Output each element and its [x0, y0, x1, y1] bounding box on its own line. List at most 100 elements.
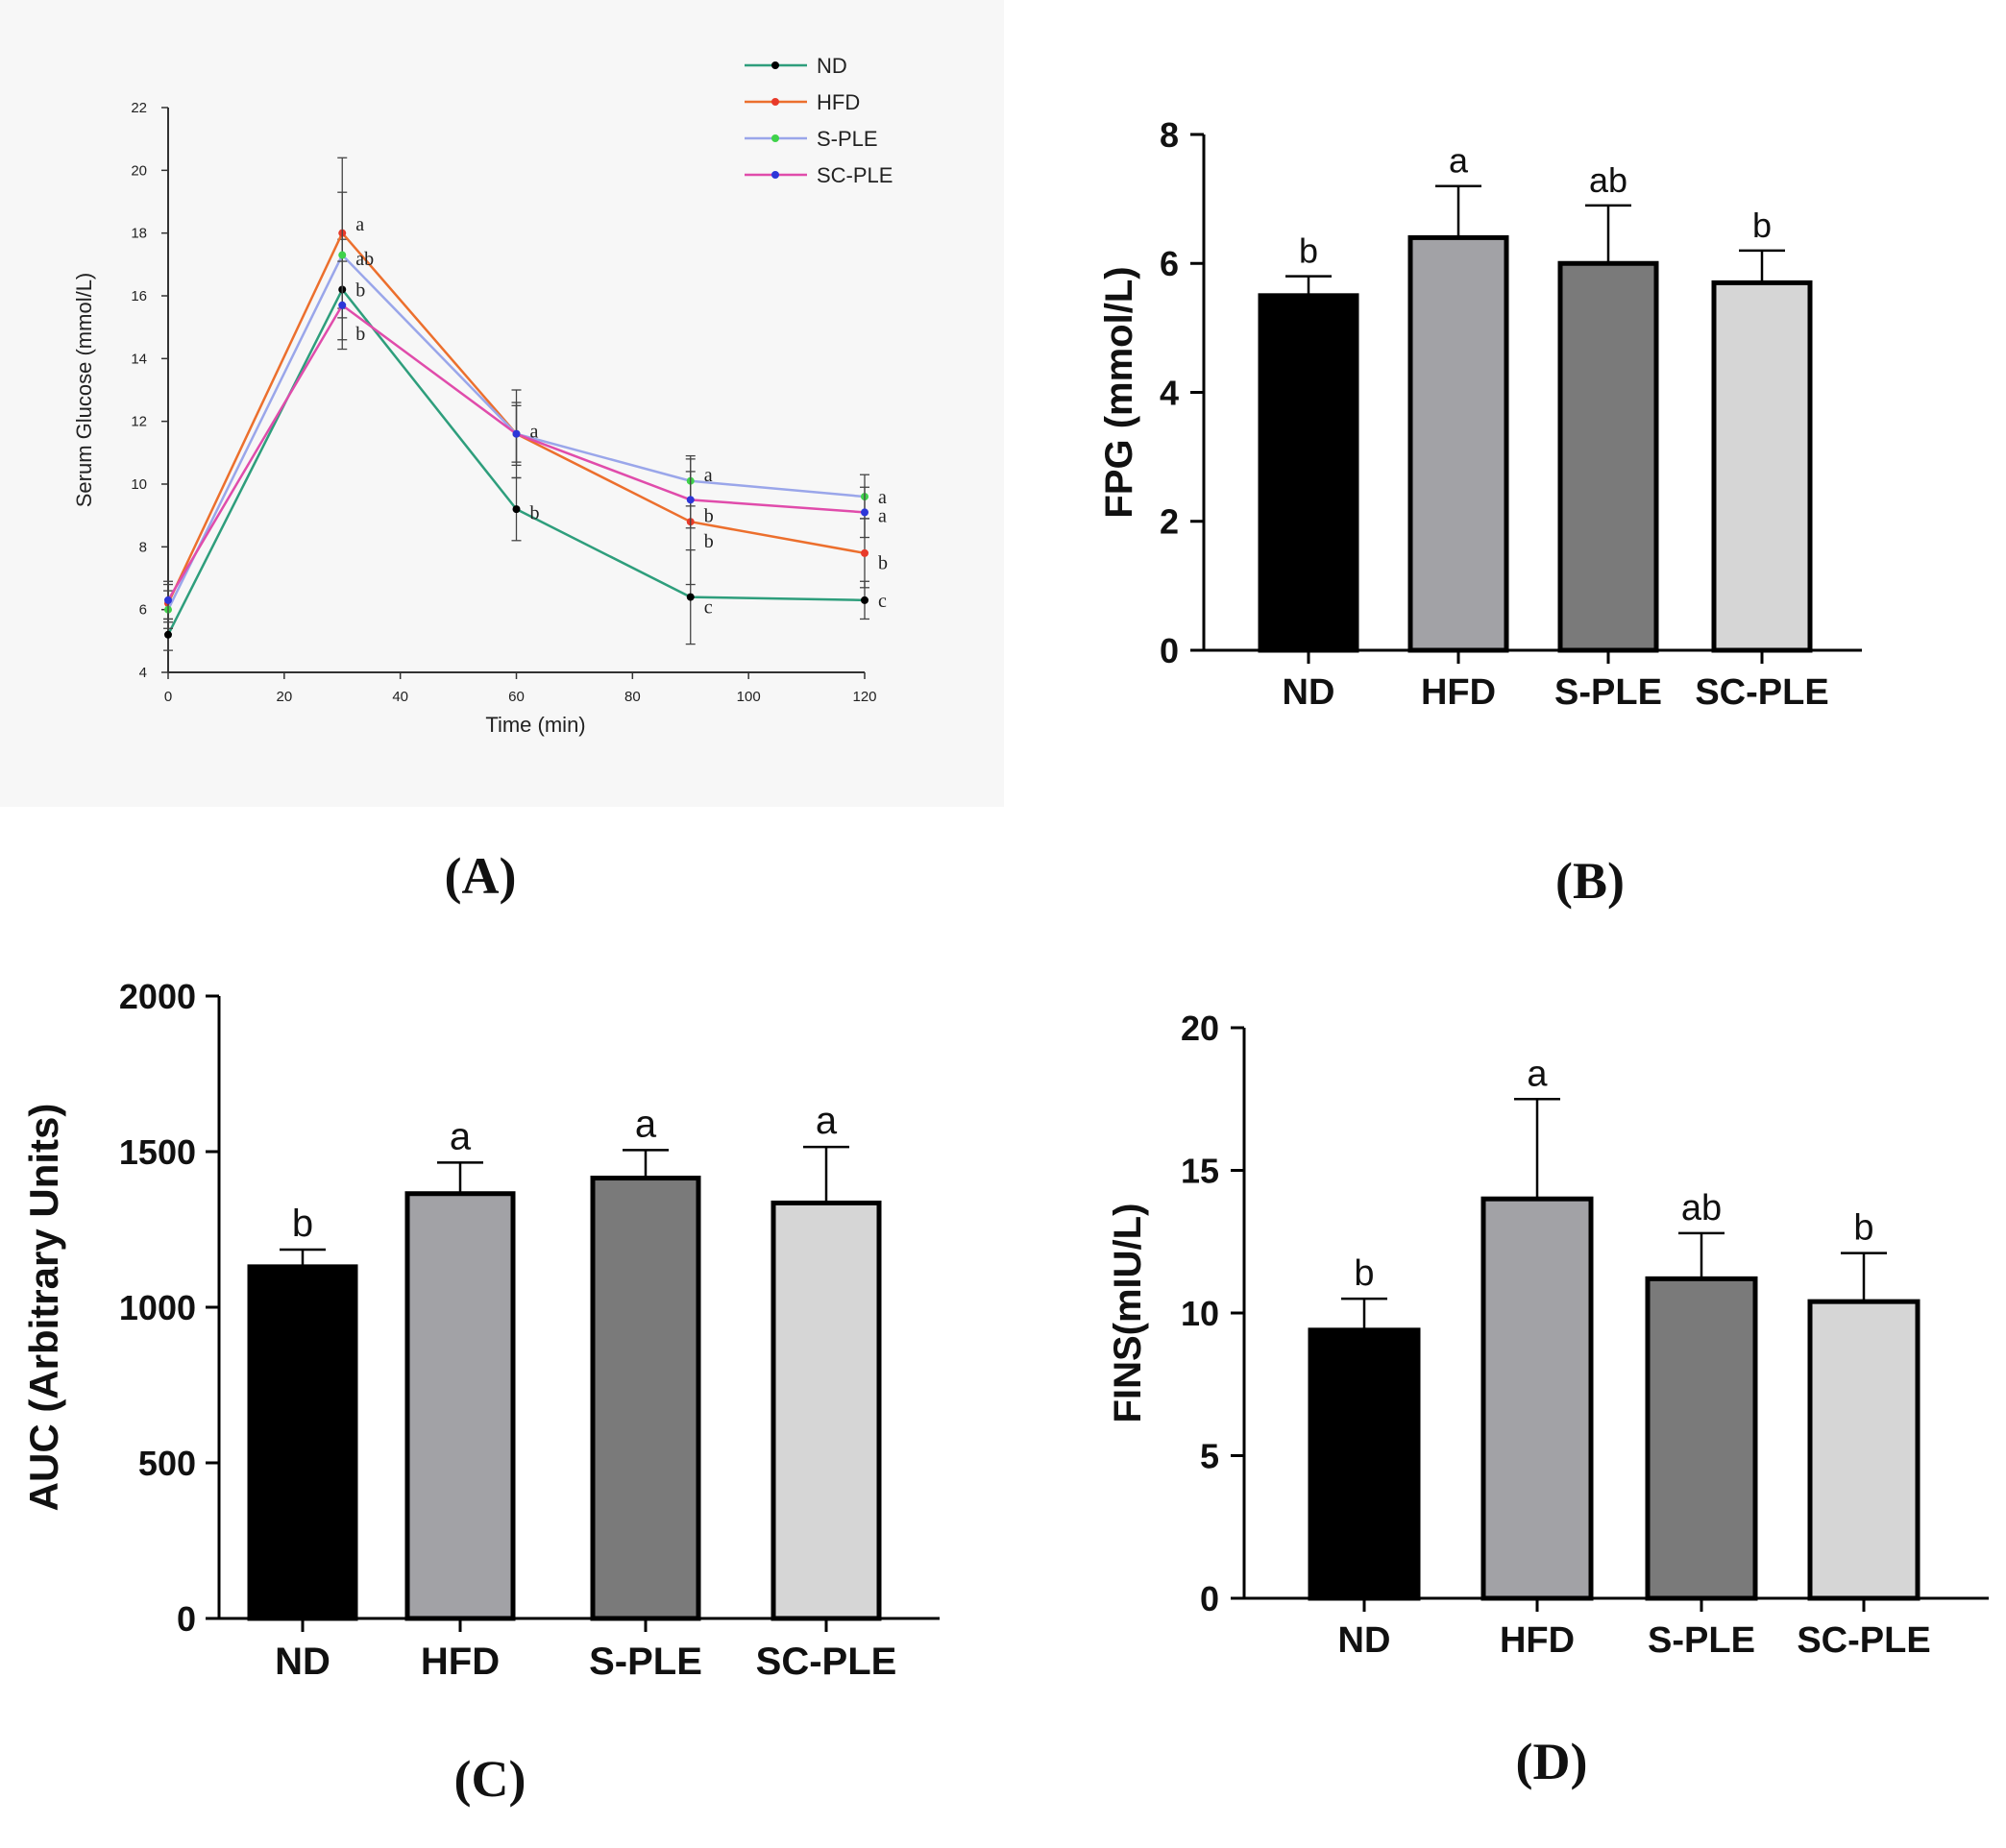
y-tick-label: 5	[1200, 1436, 1219, 1475]
significance-letter: b	[355, 324, 365, 345]
y-tick-label: 20	[1181, 1009, 1219, 1048]
panel-label-c: (C)	[454, 1750, 526, 1808]
x-tick-label-s-ple: S-PLE	[1554, 672, 1662, 713]
y-tick-label: 2	[1160, 502, 1179, 542]
y-tick-label: 4	[1160, 373, 1179, 412]
y-tick-label: 500	[138, 1444, 196, 1483]
y-axis-title: FINS(mIU/L)	[1107, 1204, 1149, 1423]
data-point	[861, 548, 868, 557]
series-sc-ple	[163, 260, 869, 620]
x-tick-label-s-ple: S-PLE	[1648, 1620, 1755, 1661]
bar-sc-ple	[1807, 1299, 1920, 1601]
significance-letter: ab	[355, 249, 374, 270]
data-point	[686, 593, 695, 601]
significance-letter: b	[530, 502, 540, 523]
significance-letter-sc-ple: a	[816, 1100, 838, 1142]
data-point	[164, 630, 172, 639]
x-tick-label-nd: ND	[275, 1641, 330, 1683]
data-point	[512, 429, 521, 438]
x-tick-label: 60	[508, 689, 525, 705]
x-tick-label-nd: ND	[1283, 672, 1335, 713]
legend-marker-sc-ple	[771, 171, 779, 179]
x-tick-label-s-ple: S-PLE	[589, 1641, 702, 1683]
y-tick-label: 0	[1200, 1579, 1219, 1618]
significance-letter-s-ple: ab	[1681, 1188, 1722, 1228]
significance-letter: b	[704, 531, 714, 552]
y-tick-label: 12	[131, 414, 147, 430]
data-point	[686, 496, 695, 504]
legend-marker-nd	[771, 61, 779, 69]
panel-label-a: (A)	[445, 847, 517, 905]
x-tick-label-sc-ple: SC-PLE	[1797, 1620, 1930, 1661]
x-tick-label-hfd: HFD	[1500, 1620, 1575, 1661]
significance-letter: a	[355, 214, 364, 235]
data-point	[512, 505, 521, 514]
significance-letter: b	[704, 506, 714, 527]
y-axis-title: Serum Glucose (mmol/L)	[72, 273, 96, 508]
y-tick-label: 0	[177, 1599, 196, 1639]
significance-letter-nd: b	[292, 1203, 313, 1245]
y-tick-label: 1000	[119, 1288, 196, 1327]
y-tick-label: 6	[139, 602, 147, 619]
legend-marker-s-ple	[771, 134, 779, 142]
x-axis-title: Time (min)	[485, 713, 585, 737]
bar-nd	[247, 1264, 358, 1621]
y-tick-label: 2000	[119, 977, 196, 1016]
y-tick-label: 16	[131, 288, 147, 304]
significance-letter-s-ple: ab	[1589, 160, 1627, 200]
y-tick-label: 18	[131, 226, 147, 242]
y-tick-label: 4	[139, 665, 147, 681]
bar-nd	[1308, 1327, 1421, 1601]
y-tick-label: 0	[1160, 631, 1179, 670]
bar-sc-ple	[1711, 280, 1813, 653]
y-tick-label: 20	[131, 162, 147, 179]
legend-label-sc-ple: SC-PLE	[817, 163, 893, 187]
x-tick-label-hfd: HFD	[421, 1641, 500, 1683]
x-tick-label: 100	[737, 689, 761, 705]
y-axis-title: FPG (mmol/L)	[1098, 266, 1140, 518]
legend-label-hfd: HFD	[817, 90, 860, 114]
y-axis-title: AUC (Arbitrary Units)	[21, 1104, 66, 1512]
bar-nd	[1258, 293, 1359, 653]
data-point	[861, 596, 868, 604]
significance-letter: c	[878, 591, 887, 612]
significance-letter: b	[878, 553, 888, 574]
x-tick-label: 40	[392, 689, 408, 705]
significance-letter-hfd: a	[1449, 141, 1469, 181]
significance-letter: b	[355, 280, 365, 301]
legend-label-nd: ND	[817, 54, 847, 78]
significance-letter: a	[530, 421, 539, 442]
bar-hfd	[1407, 234, 1509, 653]
legend-label-s-ple: S-PLE	[817, 127, 878, 151]
x-tick-label: 0	[164, 689, 172, 705]
x-tick-label: 120	[852, 689, 876, 705]
significance-letter-sc-ple: b	[1853, 1208, 1873, 1249]
bar-s-ple	[1557, 260, 1659, 653]
significance-letter-s-ple: a	[635, 1103, 657, 1145]
data-point	[338, 301, 347, 309]
y-tick-label: 22	[131, 100, 147, 116]
significance-letter-nd: b	[1354, 1253, 1374, 1294]
panel-label-b: (B)	[1555, 852, 1625, 910]
x-tick-label-sc-ple: SC-PLE	[1695, 672, 1828, 713]
x-tick-label-sc-ple: SC-PLE	[756, 1641, 897, 1683]
bar-hfd	[404, 1191, 516, 1621]
significance-letter-nd: b	[1299, 231, 1318, 271]
panel-b-bar-chart: 0 2 4 6 8 FPG (mmol/L) ND b HFD a S-PLE ab SC-PLE b	[1098, 115, 1862, 713]
significance-letter: a	[878, 506, 887, 527]
data-point	[338, 251, 347, 259]
y-tick-label: 10	[131, 476, 147, 493]
bar-sc-ple	[771, 1200, 882, 1621]
y-tick-label: 6	[1160, 244, 1179, 283]
y-tick-label: 15	[1181, 1151, 1219, 1190]
legend: ND HFD S-PLE SC-PLE	[745, 54, 893, 187]
bar-s-ple	[590, 1176, 701, 1621]
y-tick-label: 1500	[119, 1132, 196, 1172]
legend-marker-hfd	[771, 98, 779, 106]
significance-letter-hfd: a	[1527, 1054, 1548, 1094]
data-point	[861, 508, 868, 517]
panel-d-bar-chart: 0 5 10 15 20 FINS(mIU/L) ND b HFD a S-PLE ab SC-PLE b	[1107, 1009, 1989, 1661]
y-tick-label: 8	[1160, 115, 1179, 155]
y-tick-label: 14	[131, 351, 147, 367]
